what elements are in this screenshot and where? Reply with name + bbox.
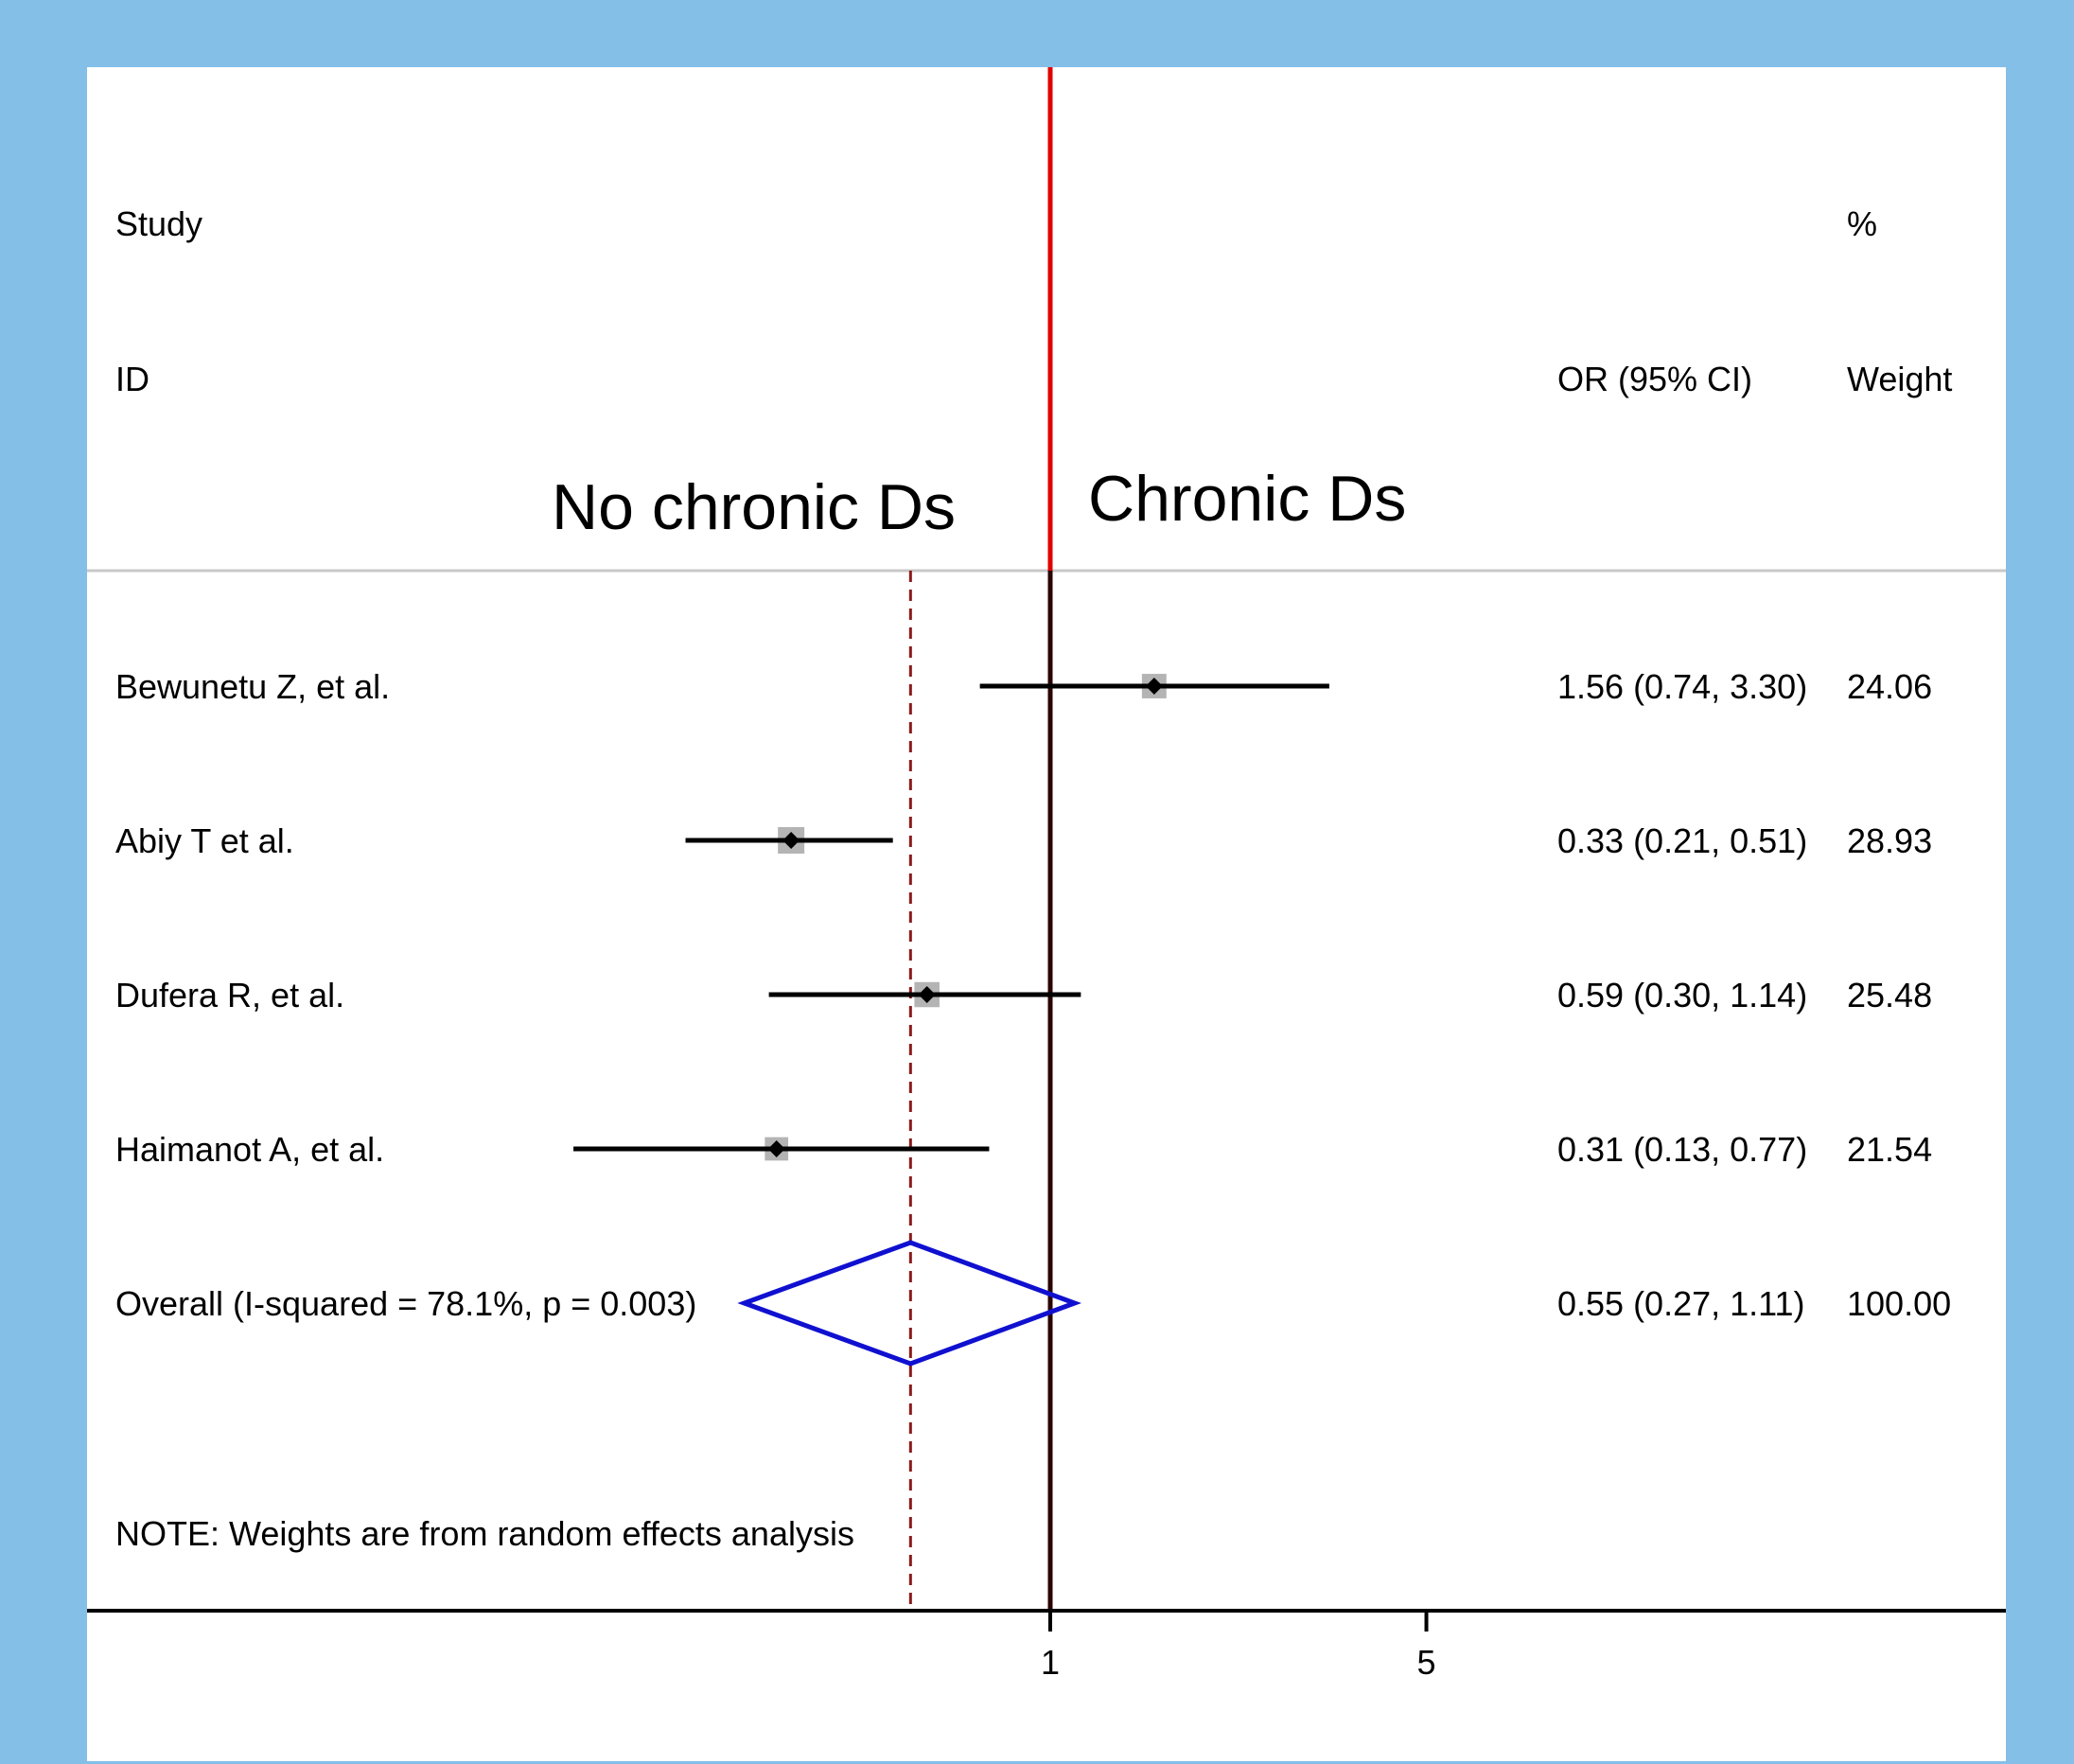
plot-background (87, 67, 2006, 1761)
overall-diamond (737, 1240, 1081, 1367)
study-ci-text: 0.59 (0.30, 1.14) (1557, 976, 1807, 1014)
study-weight-text: 25.48 (1847, 976, 1932, 1014)
study-ci-text: 1.56 (0.74, 3.30) (1557, 667, 1807, 706)
study-weight-text: 21.54 (1847, 1130, 1932, 1169)
header-id-label: ID (115, 360, 149, 398)
header-estimate-label: OR (95% CI) (1557, 360, 1752, 398)
study-label: Bewunetu Z, et al. (115, 667, 390, 706)
header-weight-label: Weight (1847, 360, 1952, 398)
header-study-label: Study (115, 204, 202, 243)
plot-marks: Bewunetu Z, et al. 1.56 (0.74, 3.30) 24.06… (115, 67, 1951, 1682)
study-label: Haimanot A, et al. (115, 1130, 384, 1169)
left-annotation: No chronic Ds (552, 471, 956, 543)
point-estimate-marker (1145, 678, 1163, 695)
study-label: Abiy T et al. (115, 821, 294, 860)
point-estimate-marker (782, 832, 800, 849)
study-ci-text: 0.33 (0.21, 0.51) (1557, 821, 1807, 860)
study-weight-text: 24.06 (1847, 667, 1932, 706)
overall-label: Overall (I-squared = 78.1%, p = 0.003) (115, 1284, 696, 1323)
study-label: Dufera R, et al. (115, 976, 344, 1014)
overall-weight-text: 100.00 (1847, 1284, 1951, 1323)
study-ci-text: 0.31 (0.13, 0.77) (1557, 1130, 1807, 1169)
header-percent-label: % (1847, 204, 1877, 243)
right-annotation: Chronic Ds (1088, 463, 1406, 535)
note-text: NOTE: Weights are from random effects an… (115, 1514, 854, 1553)
study-weight-text: 28.93 (1847, 821, 1932, 860)
point-estimate-marker (767, 1140, 785, 1157)
point-estimate-marker (918, 986, 936, 1003)
x-tick-label: 1 (1041, 1643, 1060, 1682)
x-tick-label: 5 (1417, 1643, 1436, 1682)
overall-ci-text: 0.55 (0.27, 1.11) (1557, 1284, 1805, 1323)
